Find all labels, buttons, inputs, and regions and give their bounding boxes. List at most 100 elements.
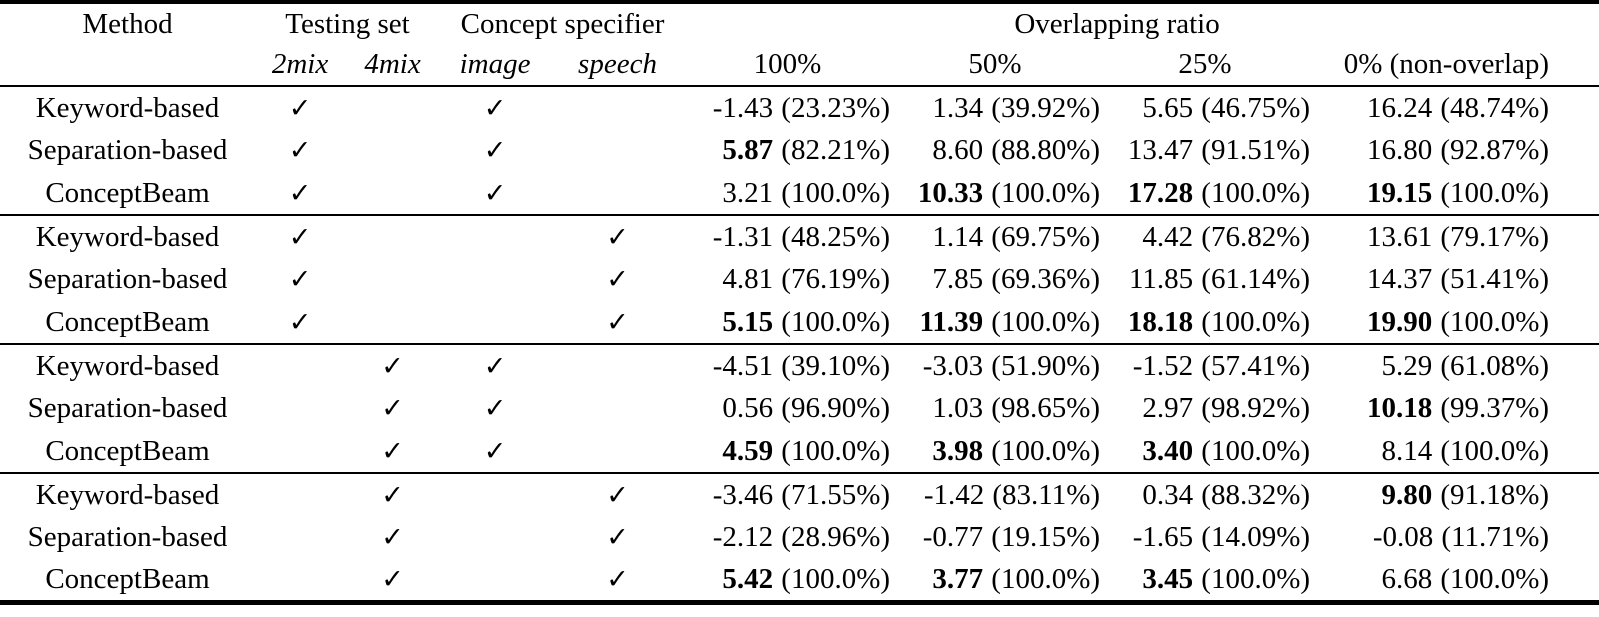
checkmark-icon: ✓ (606, 563, 629, 595)
col-header-25: 25% (1178, 48, 1232, 80)
value-cell-25: 3.40 (100.0%) (1100, 430, 1310, 473)
metric-value: 5.42 (722, 562, 774, 595)
metric-value: 1.03 (932, 392, 984, 424)
check-cell-2mix: ✓ (255, 301, 345, 344)
metric-value: -2.12 (712, 521, 774, 553)
col-header-50: 50% (968, 48, 1022, 80)
accuracy-value: (19.15%) (991, 521, 1101, 553)
table-header: Method Testing set Concept specifier Ove… (0, 2, 1599, 86)
group-4mix-speech: Keyword-based ✓ ✓ -3.46 (71.55%) -1.42 (83… (0, 473, 1599, 602)
metric-value: -0.77 (922, 521, 984, 553)
accuracy-value: (100.0%) (991, 176, 1101, 209)
checkmark-icon: ✓ (288, 177, 312, 209)
check-cell-speech: ✓ (550, 559, 685, 602)
check-cell-image: ✓ (440, 86, 550, 129)
method-header-spacer (0, 44, 255, 86)
metric-value: 13.47 (1127, 134, 1194, 166)
col-header-100: 100% (753, 48, 822, 80)
table-row: Separation-based ✓ ✓ 5.87 (82.21%) 8.60 (8… (0, 129, 1599, 172)
value-cell-50: 3.77 (100.0%) (890, 559, 1100, 602)
table-row: Keyword-based ✓ ✓ -3.46 (71.55%) -1.42 (83… (0, 473, 1599, 516)
metric-value: 6.68 (1381, 562, 1433, 595)
check-cell-speech (550, 387, 685, 430)
metric-value: -1.31 (712, 220, 774, 253)
checkmark-icon: ✓ (381, 522, 404, 553)
value-cell-100: -1.31 (48.25%) (685, 215, 890, 258)
method-header: Method (82, 7, 173, 40)
check-cell-speech: ✓ (550, 516, 685, 559)
value-cell-0: 10.18 (99.37%) (1310, 387, 1599, 430)
accuracy-value: (69.36%) (991, 263, 1101, 295)
checkmark-icon: ✓ (606, 479, 629, 511)
check-cell-speech (550, 430, 685, 473)
accuracy-value: (11.71%) (1441, 521, 1550, 553)
accuracy-value: (100.0%) (1201, 176, 1311, 209)
accuracy-value: (71.55%) (781, 478, 891, 511)
accuracy-value: (100.0%) (1440, 434, 1550, 467)
value-cell-25: 0.34 (88.32%) (1100, 473, 1310, 516)
value-cell-0: 8.14 (100.0%) (1310, 430, 1599, 473)
method-cell: Keyword-based (35, 349, 220, 382)
checkmark-icon: ✓ (381, 479, 404, 511)
check-cell-speech: ✓ (550, 473, 685, 516)
table-row: Keyword-based ✓ ✓ -1.43 (23.23%) 1.34 (39.… (0, 86, 1599, 129)
value-cell-25: 4.42 (76.82%) (1100, 215, 1310, 258)
value-cell-100: 5.42 (100.0%) (685, 559, 890, 602)
accuracy-value: (88.32%) (1201, 478, 1311, 511)
accuracy-value: (76.19%) (781, 263, 891, 295)
value-cell-100: 5.87 (82.21%) (685, 129, 890, 172)
metric-value: 4.42 (1142, 220, 1194, 253)
metric-value: 8.14 (1381, 434, 1433, 467)
check-cell-image: ✓ (440, 430, 550, 473)
value-cell-100: 4.81 (76.19%) (685, 258, 890, 301)
method-cell: Separation-based (27, 392, 228, 424)
value-cell-50: 1.03 (98.65%) (890, 387, 1100, 430)
table-row: Separation-based ✓ ✓ -2.12 (28.96%) -0.77… (0, 516, 1599, 559)
method-cell: Separation-based (27, 134, 228, 166)
check-cell-image (440, 516, 550, 559)
metric-value: -0.08 (1372, 521, 1434, 553)
accuracy-value: (88.80%) (991, 134, 1101, 166)
table-row: ConceptBeam ✓ ✓ 5.42 (100.0%) 3.77 (100.0%… (0, 559, 1599, 602)
value-cell-100: 0.56 (96.90%) (685, 387, 890, 430)
value-cell-0: 5.29 (61.08%) (1310, 344, 1599, 387)
checkmark-icon: ✓ (606, 221, 629, 253)
checkmark-icon: ✓ (381, 350, 404, 382)
metric-value: -3.03 (922, 349, 984, 382)
value-cell-50: 1.14 (69.75%) (890, 215, 1100, 258)
metric-value: 4.59 (722, 434, 774, 467)
value-cell-25: -1.65 (14.09%) (1100, 516, 1310, 559)
metric-value: 7.85 (932, 263, 984, 295)
accuracy-value: (39.10%) (781, 349, 891, 382)
check-cell-4mix (345, 215, 440, 258)
accuracy-value: (100.0%) (1440, 305, 1550, 338)
accuracy-value: (46.75%) (1201, 91, 1311, 124)
value-cell-25: 13.47 (91.51%) (1100, 129, 1310, 172)
method-cell: ConceptBeam (45, 434, 210, 467)
value-cell-0: -0.08 (11.71%) (1310, 516, 1599, 559)
value-cell-0: 19.90 (100.0%) (1310, 301, 1599, 344)
value-cell-50: 7.85 (69.36%) (890, 258, 1100, 301)
value-cell-50: -1.42 (83.11%) (890, 473, 1100, 516)
metric-value: -4.51 (712, 349, 774, 382)
value-cell-100: -1.43 (23.23%) (685, 86, 890, 129)
table-row: Keyword-based ✓ ✓ -4.51 (39.10%) -3.03 (51… (0, 344, 1599, 387)
value-cell-25: 5.65 (46.75%) (1100, 86, 1310, 129)
accuracy-value: (99.37%) (1440, 392, 1550, 424)
accuracy-value: (14.09%) (1201, 521, 1311, 553)
col-header-0-nonoverlap: 0% (non-overlap) (1343, 48, 1550, 80)
checkmark-icon: ✓ (483, 435, 507, 467)
accuracy-value: (61.14%) (1201, 263, 1311, 295)
testing-set-header: Testing set (285, 7, 410, 40)
metric-value: 13.61 (1366, 220, 1433, 253)
value-cell-100: -3.46 (71.55%) (685, 473, 890, 516)
metric-value: 1.34 (932, 91, 984, 124)
metric-value: -1.43 (712, 91, 774, 124)
metric-value: 4.81 (722, 263, 774, 295)
accuracy-value: (100.0%) (991, 434, 1101, 467)
check-cell-4mix: ✓ (345, 344, 440, 387)
header-row-groups: Method Testing set Concept specifier Ove… (0, 2, 1599, 44)
check-cell-2mix (255, 516, 345, 559)
table-row: ConceptBeam ✓ ✓ 5.15 (100.0%) 11.39 (100.0… (0, 301, 1599, 344)
value-cell-0: 9.80 (91.18%) (1310, 473, 1599, 516)
